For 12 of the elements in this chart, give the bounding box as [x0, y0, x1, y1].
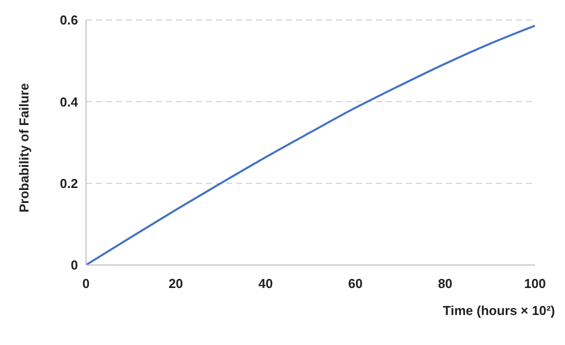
x-tick-label: 80 [438, 276, 452, 292]
x-tick-label: 20 [168, 276, 184, 292]
y-axis-title: Probability of Failure [16, 83, 32, 212]
y-tick-label: 0 [70, 258, 78, 273]
y-tick-label: 0.6 [60, 12, 78, 28]
x-tick-label: 100 [524, 276, 546, 292]
x-tick-label: 60 [348, 276, 363, 292]
x-tick-label: 0 [82, 276, 90, 292]
x-tick-label: 40 [258, 276, 273, 292]
y-tick-label: 0.2 [60, 176, 78, 191]
y-tick-label: 0.4 [60, 94, 79, 110]
x-axis-title: Time (hours × 10²) [442, 303, 555, 318]
